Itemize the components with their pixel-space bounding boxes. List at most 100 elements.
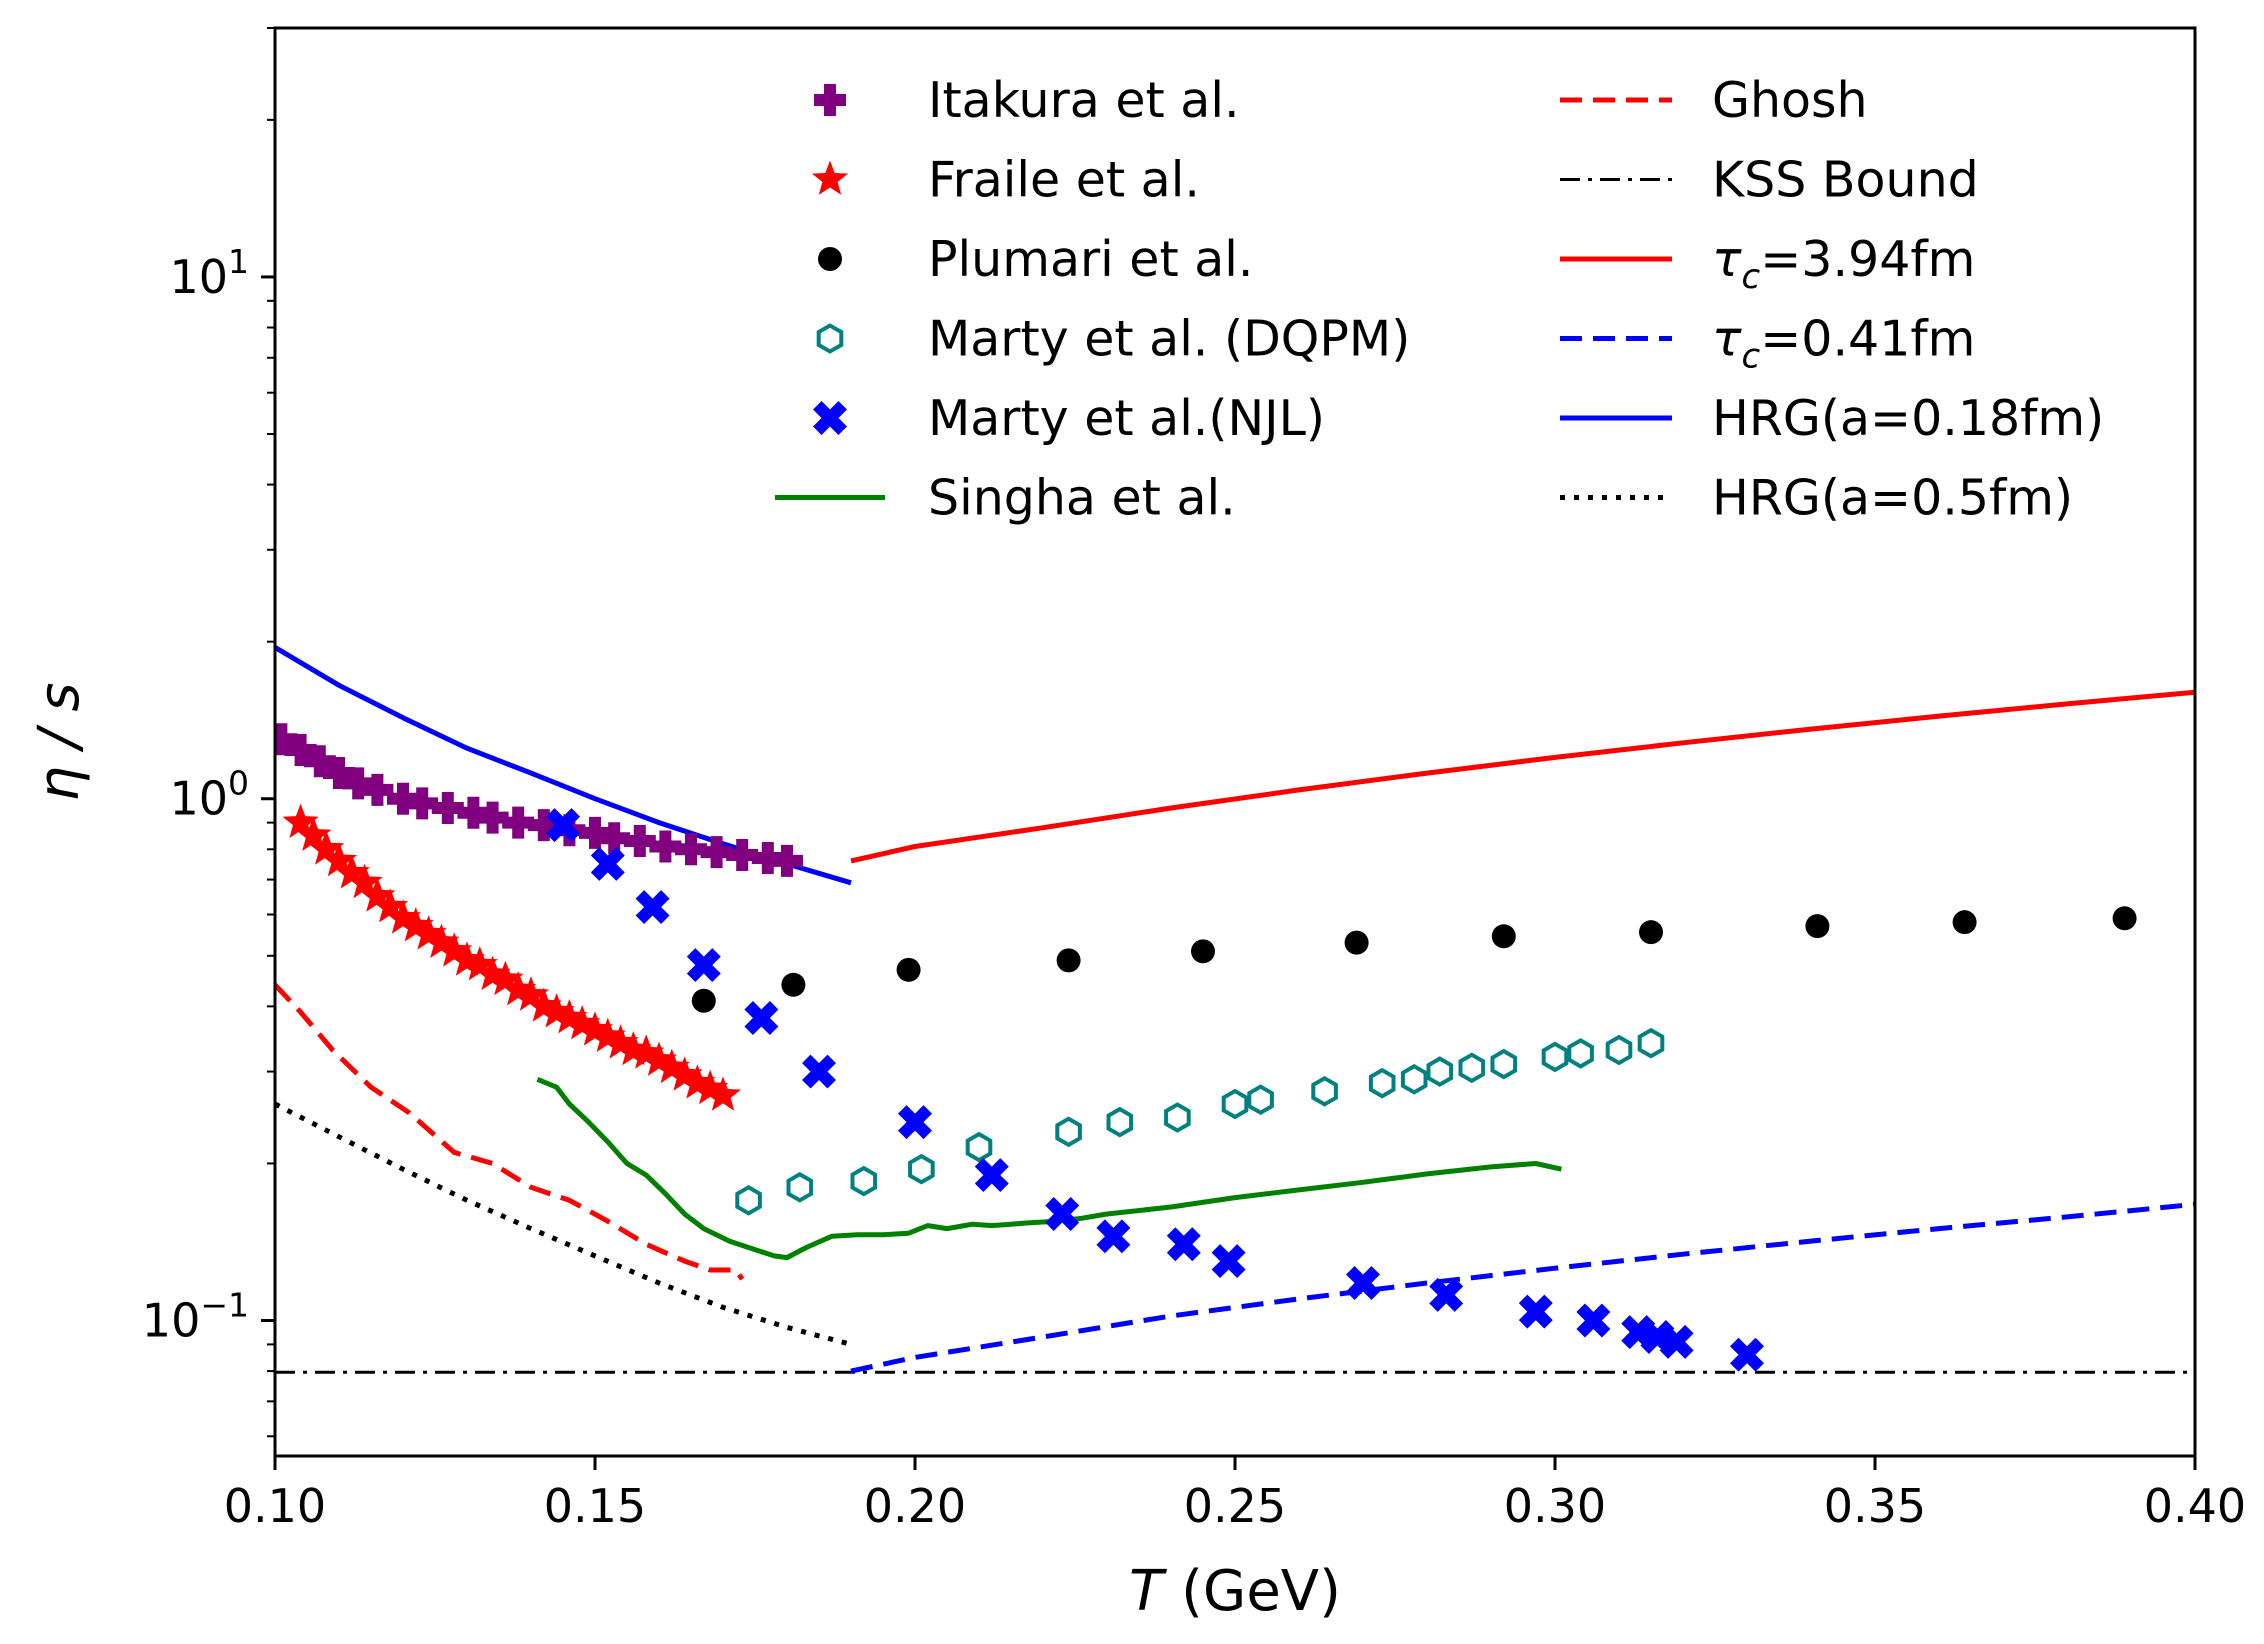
data-point xyxy=(527,809,560,842)
x-tick-label: 0.40 xyxy=(2144,1479,2246,1533)
data-point xyxy=(675,833,707,866)
data-point xyxy=(686,948,721,983)
data-point xyxy=(786,1171,814,1203)
data-point xyxy=(898,1105,932,1140)
data-point xyxy=(1096,1219,1131,1254)
data-point xyxy=(1639,920,1663,945)
data-point xyxy=(372,888,409,923)
data-point xyxy=(771,844,803,877)
x-tick-label: 0.30 xyxy=(1504,1479,1606,1533)
series-markers-4 xyxy=(546,808,1764,1372)
y-tick-label: 100 xyxy=(169,764,249,826)
data-point xyxy=(282,803,319,838)
data-point xyxy=(361,773,394,806)
data-point xyxy=(1805,914,1830,939)
data-point xyxy=(1344,930,1369,955)
x-axis-label: T (GeV) xyxy=(1129,1559,1341,1624)
y-tick-label: 10−1 xyxy=(142,1286,249,1348)
data-point xyxy=(579,816,611,849)
legend-entry: Itakura et al. xyxy=(814,72,1240,129)
data-point xyxy=(1952,910,1977,935)
data-point xyxy=(1056,948,1081,973)
data-point xyxy=(436,932,473,967)
legend-label: KSS Bound xyxy=(1712,152,1979,209)
data-point xyxy=(726,839,759,872)
y-axis: 10−1 100 101 xyxy=(142,27,275,1438)
data-point xyxy=(1426,1056,1454,1087)
legend-label: Ghosh xyxy=(1712,72,1868,129)
data-point xyxy=(320,841,358,877)
legend-label: Singha et al. xyxy=(928,470,1236,527)
data-point xyxy=(346,863,383,899)
legend-entry: τc=3.94fm xyxy=(1560,231,1975,297)
data-point xyxy=(700,836,733,869)
data-point xyxy=(974,1158,1009,1193)
series-markers-3 xyxy=(735,1027,1665,1216)
legend-label: Itakura et al. xyxy=(928,72,1240,129)
data-point xyxy=(576,1011,614,1046)
series-path xyxy=(536,1076,1562,1261)
data-point xyxy=(1045,1197,1080,1231)
data-point xyxy=(602,1024,639,1059)
data-point xyxy=(1055,1116,1082,1148)
data-point xyxy=(457,796,490,829)
x-axis: 0.10 0.15 0.20 0.25 0.30 0.35 0.40 xyxy=(224,1456,2246,1533)
data-point xyxy=(1429,1277,1464,1312)
data-point xyxy=(410,915,447,950)
data-point xyxy=(474,955,511,991)
legend-marker xyxy=(816,323,844,354)
series-path xyxy=(275,1101,852,1347)
data-point xyxy=(546,808,580,843)
data-point xyxy=(590,846,625,881)
y-axis-label: η / s xyxy=(27,682,92,801)
data-point xyxy=(751,841,784,874)
data-point xyxy=(802,1054,836,1089)
series-markers-1 xyxy=(282,803,742,1111)
data-point xyxy=(512,976,550,1011)
data-point xyxy=(323,757,355,790)
legend-marker xyxy=(813,401,847,435)
data-point xyxy=(500,971,537,1006)
data-point xyxy=(397,907,434,942)
data-point xyxy=(735,1184,762,1216)
data-point xyxy=(1541,1041,1569,1073)
series-path xyxy=(850,1201,2195,1374)
data-point xyxy=(1106,1106,1134,1138)
data-point xyxy=(1567,1038,1594,1069)
legend-entry: Singha et al. xyxy=(775,470,1236,527)
data-point xyxy=(623,824,656,857)
data-point xyxy=(589,1017,626,1052)
data-point xyxy=(423,923,460,958)
data-point xyxy=(965,1131,993,1163)
legend-entry: HRG(a=0.5fm) xyxy=(1560,470,2073,527)
data-point xyxy=(1730,1337,1764,1372)
data-point xyxy=(1400,1063,1428,1095)
data-point xyxy=(1659,1324,1694,1359)
data-point xyxy=(1211,1244,1246,1279)
data-point xyxy=(308,830,345,865)
data-point xyxy=(1166,1227,1201,1262)
data-point xyxy=(461,946,498,981)
legend-marker xyxy=(818,247,842,271)
series-line-3 xyxy=(850,689,2195,864)
data-point xyxy=(635,890,670,925)
series-path xyxy=(275,983,745,1281)
data-point xyxy=(1518,1294,1553,1329)
data-point xyxy=(1311,1075,1338,1107)
data-point xyxy=(538,993,575,1028)
legend-entry: Marty et al. (DQPM) xyxy=(816,311,1410,368)
series-line-1 xyxy=(275,983,745,1281)
data-point xyxy=(1490,1048,1518,1080)
data-point xyxy=(359,877,396,912)
data-point xyxy=(525,987,562,1022)
data-point xyxy=(1605,1034,1633,1066)
data-point xyxy=(781,972,806,997)
series-line-6 xyxy=(275,1101,852,1347)
x-tick-label: 0.15 xyxy=(544,1479,646,1533)
legend-entry: τc=0.41fm xyxy=(1560,311,1975,377)
legend-label: HRG(a=0.18fm) xyxy=(1712,390,2104,447)
legend-marker xyxy=(811,160,849,195)
data-point xyxy=(1247,1084,1274,1116)
x-tick-label: 0.35 xyxy=(1824,1479,1926,1533)
